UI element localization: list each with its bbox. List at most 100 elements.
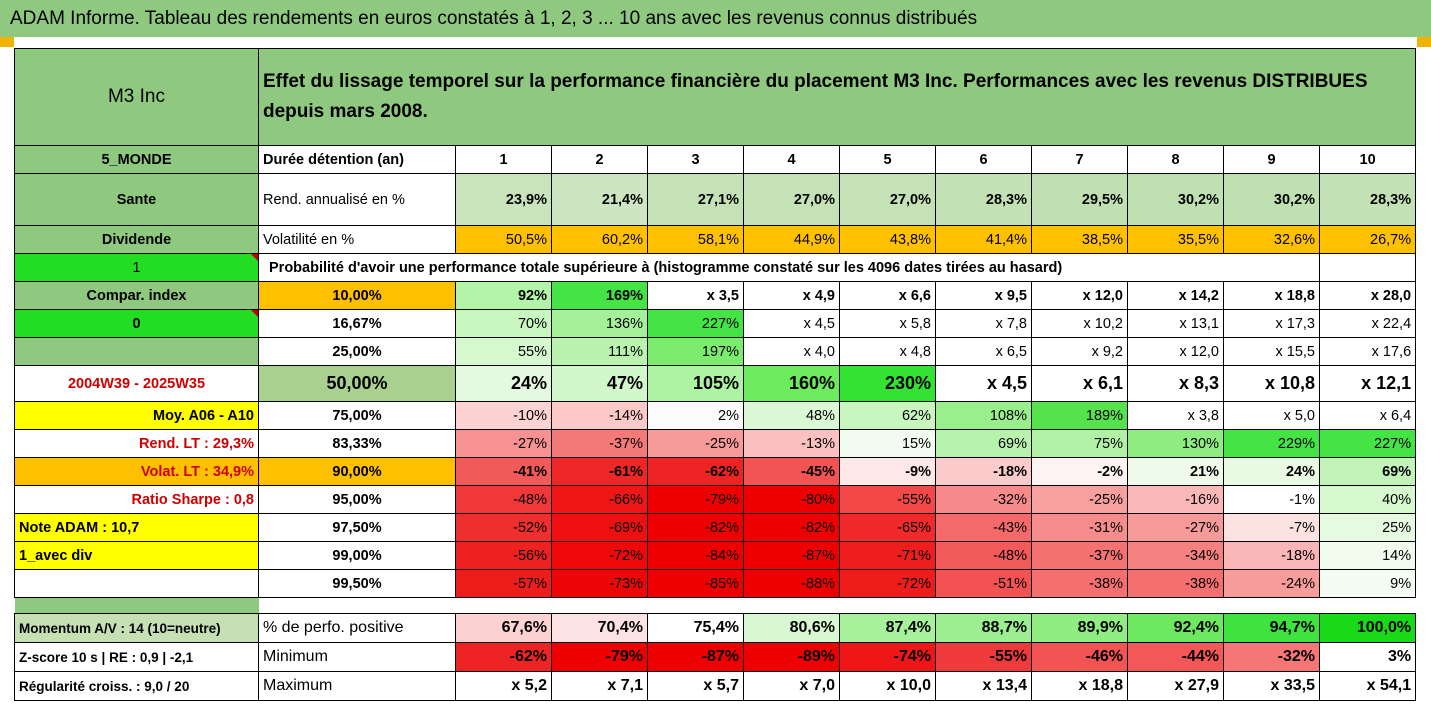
sector-label: Sante — [14, 173, 259, 226]
percentile-value-cell: -52% — [455, 513, 552, 542]
summary-label: Minimum — [258, 642, 456, 672]
summary-value-cell: -46% — [1031, 642, 1128, 672]
percentile-value-cell: x 4,5 — [935, 365, 1032, 402]
percentile-value-cell: -24% — [1223, 569, 1320, 598]
summary-value-cell: x 5,7 — [647, 671, 744, 701]
percentile-value-cell: 227% — [1318, 429, 1417, 458]
side-label-zero: 0 — [14, 309, 259, 338]
percentile-value-cell: x 6,1 — [1031, 365, 1128, 402]
percentile-value-cell: -25% — [647, 429, 744, 458]
percentile-value-cell: x 3,5 — [647, 281, 744, 310]
table-description: Effet du lissage temporel sur la perform… — [257, 48, 1417, 146]
percentile-value-cell: -87% — [743, 541, 840, 570]
percentile-value-cell: x 22,4 — [1318, 309, 1417, 338]
year-header-9: 9 — [1223, 145, 1320, 174]
percentile-threshold: 10,00% — [258, 281, 456, 310]
side-label-blank — [14, 569, 259, 598]
percentile-threshold: 99,00% — [258, 541, 456, 570]
side-label-moy: Moy. A06 - A10 — [14, 401, 259, 430]
percentile-value-cell: -51% — [935, 569, 1032, 598]
dividend-label: Dividende — [14, 225, 259, 254]
percentile-value-cell: 25% — [1318, 513, 1417, 542]
percentile-value-cell: 229% — [1223, 429, 1320, 458]
percentile-value-cell: 230% — [839, 365, 936, 402]
side-label-rend-lt: Rend. LT : 29,3% — [14, 429, 259, 458]
percentile-value-cell: x 4,5 — [743, 309, 840, 338]
side-label-period: 2004W39 - 2025W35 — [14, 365, 259, 402]
corner-marker-left — [0, 37, 14, 47]
percentile-value-cell: x 6,5 — [935, 337, 1032, 366]
percentile-row: 25,00% 55% 111% 197% x 4,0 x 4,8 x 6,5 x 9,2 x 1… — [14, 337, 1417, 366]
percentile-value-cell: x 17,6 — [1318, 337, 1417, 366]
percentile-value-cell: -9% — [839, 457, 936, 486]
volatility-cell: 38,5% — [1031, 225, 1128, 254]
percentile-value-cell: x 5,8 — [839, 309, 936, 338]
summary-value-cell: 75,4% — [647, 613, 744, 643]
volatility-cell: 50,5% — [455, 225, 552, 254]
percentile-value-cell: x 12,1 — [1318, 365, 1417, 402]
percentile-value-cell: -27% — [1127, 513, 1224, 542]
percentile-value-cell: 9% — [1318, 569, 1417, 598]
percentile-value-cell: x 10,8 — [1223, 365, 1320, 402]
summary-value-cell: x 7,1 — [551, 671, 648, 701]
percentile-value-cell: x 4,9 — [743, 281, 840, 310]
percentile-row: Volat. LT : 34,9% 90,00% -41% -61% -62% -45% -… — [14, 457, 1417, 486]
percentile-value-cell: x 8,3 — [1127, 365, 1224, 402]
summary-side-label: Momentum A/V : 14 (10=neutre) — [14, 613, 259, 643]
percentile-value-cell: -18% — [935, 457, 1032, 486]
percentile-row: 99,50% -57% -73% -85% -88% -72% -51% -38% -38% -2… — [14, 569, 1417, 598]
percentile-value-cell: -45% — [743, 457, 840, 486]
percentile-value-cell: -41% — [455, 457, 552, 486]
year-header-4: 4 — [743, 145, 840, 174]
summary-side-label: Régularité croiss. : 9,0 / 20 — [14, 671, 259, 701]
percentile-value-cell: 15% — [839, 429, 936, 458]
percentile-value-cell: -84% — [647, 541, 744, 570]
percentile-value-cell: 48% — [743, 401, 840, 430]
percentile-value-cell: -31% — [1031, 513, 1128, 542]
percentile-value-cell: -79% — [647, 485, 744, 514]
percentile-value-cell: -65% — [839, 513, 936, 542]
year-header-7: 7 — [1031, 145, 1128, 174]
summary-row: Régularité croiss. : 9,0 / 20 Maximum x 5,… — [14, 671, 1417, 701]
side-label-avec-div: 1_avec div — [14, 541, 259, 570]
percentile-threshold: 75,00% — [258, 401, 456, 430]
percentile-value-cell: -7% — [1223, 513, 1320, 542]
percentile-value-cell: 62% — [839, 401, 936, 430]
summary-value-cell: -74% — [839, 642, 936, 672]
percentile-value-cell: -66% — [551, 485, 648, 514]
annualized-return-cell: 27,0% — [839, 173, 936, 226]
percentile-value-cell: 160% — [743, 365, 840, 402]
summary-value-cell: 94,7% — [1223, 613, 1320, 643]
percentile-row: Compar. index 10,00% 92% 169% x 3,5 x 4,9 x 6,… — [14, 281, 1417, 310]
percentile-threshold: 97,50% — [258, 513, 456, 542]
percentile-value-cell: 40% — [1318, 485, 1417, 514]
annualized-return-cell: 23,9% — [455, 173, 552, 226]
year-header-10: 10 — [1318, 145, 1417, 174]
summary-label: Maximum — [258, 671, 456, 701]
percentile-value-cell: -16% — [1127, 485, 1224, 514]
percentile-value-cell: 136% — [551, 309, 648, 338]
percentile-value-cell: x 17,3 — [1223, 309, 1320, 338]
percentile-value-cell: x 10,2 — [1031, 309, 1128, 338]
percentile-value-cell: x 28,0 — [1318, 281, 1417, 310]
percentile-value-cell: -2% — [1031, 457, 1128, 486]
summary-side-label: Z-score 10 s | RE : 0,9 | -2,1 — [14, 642, 259, 672]
side-label-sharpe: Ratio Sharpe : 0,8 — [14, 485, 259, 514]
summary-value-cell: x 10,0 — [839, 671, 936, 701]
percentile-value-cell: -62% — [647, 457, 744, 486]
percentile-row: Moy. A06 - A10 75,00% -10% -14% 2% 48% 62% 108%… — [14, 401, 1417, 430]
volatility-cell: 58,1% — [647, 225, 744, 254]
percentile-row: 0 16,67% 70% 136% 227% x 4,5 x 5,8 x 7,8 x 10,2 x… — [14, 309, 1417, 338]
percentile-value-cell: x 3,8 — [1127, 401, 1224, 430]
percentile-value-cell: x 5,0 — [1223, 401, 1320, 430]
annualized-return-cell: 21,4% — [551, 173, 648, 226]
volatility-cell: 43,8% — [839, 225, 936, 254]
summary-value-cell: -62% — [455, 642, 552, 672]
summary-value-cell: 88,7% — [935, 613, 1032, 643]
percentile-threshold: 50,00% — [258, 365, 456, 402]
percentile-value-cell: x 7,8 — [935, 309, 1032, 338]
percentile-value-cell: 24% — [1223, 457, 1320, 486]
returns-table: M3 Inc Effet du lissage temporel sur la p… — [14, 48, 1417, 701]
percentile-row: Ratio Sharpe : 0,8 95,00% -48% -66% -79% -80%… — [14, 485, 1417, 514]
percentile-value-cell: -72% — [839, 569, 936, 598]
